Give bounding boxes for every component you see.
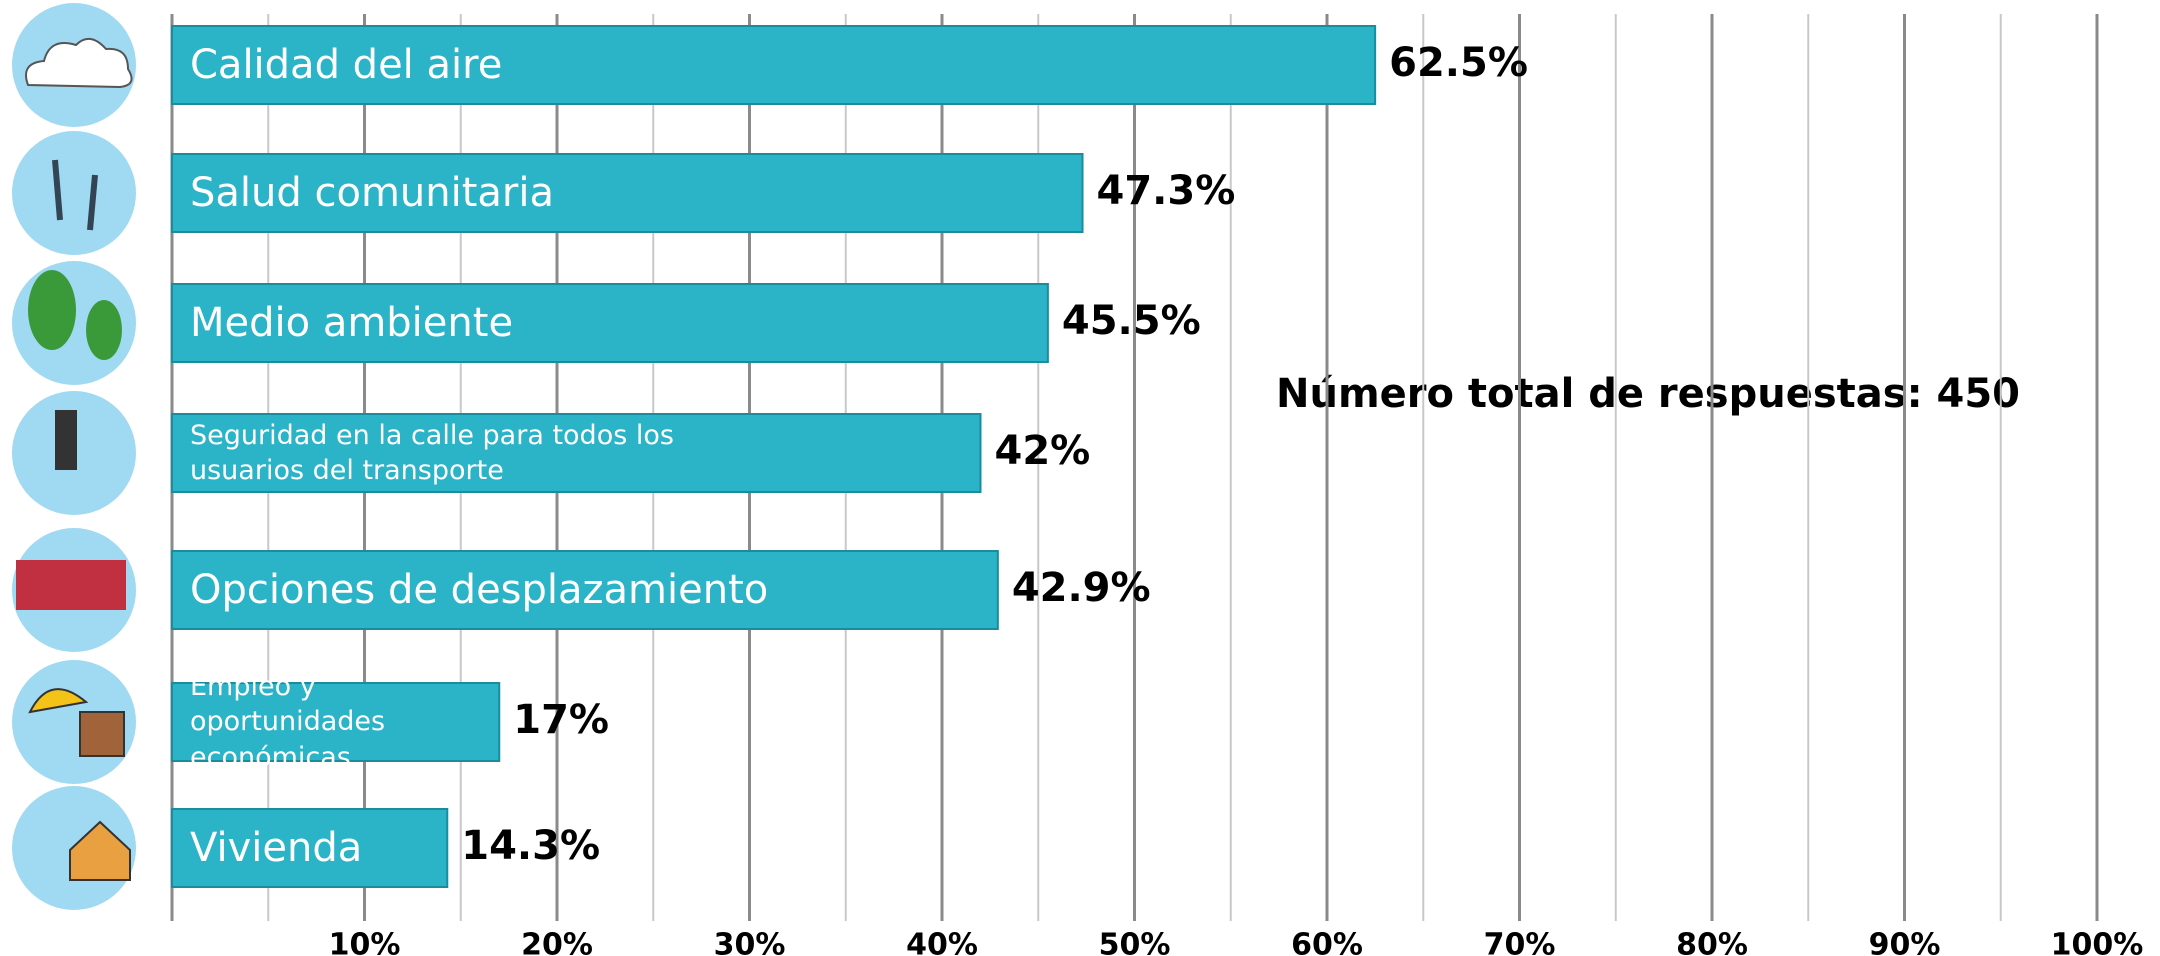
icon-briefcase [80,712,124,756]
annotation: Número total de respuestas: 450 [1276,371,2020,417]
x-tick-label: 40% [906,928,978,956]
x-tick-label: 70% [1484,928,1556,956]
chart-page: Número total de respuestas: 450 10% 20% 30… [0,0,2160,956]
category-label: Salud comunitaria [190,154,1071,232]
value-label: 17% [513,697,609,743]
category-label: Seguridad en la calle para todos los usu… [190,414,790,492]
category-label: Empleo y oportunidades económicas [190,683,487,761]
icon-traffic-light [55,410,77,470]
icon-tree [86,300,122,360]
x-tick-label: 60% [1291,928,1363,956]
icons [12,3,136,910]
category-label: Medio ambiente [190,284,1036,362]
icon-tree [28,270,76,350]
value-label: 14.3% [461,823,600,869]
x-tick-label: 30% [714,928,786,956]
value-label: 45.5% [1062,298,1201,344]
value-label: 42% [995,428,1091,474]
value-label: 42.9% [1012,565,1151,611]
category-label: Calidad del aire [190,26,1363,104]
icon-health [12,131,136,255]
category-label: Vivienda [190,809,435,887]
category-label: Opciones de desplazamiento [190,551,986,629]
x-tick-label: 50% [1099,928,1171,956]
x-tick-label: 10% [329,928,401,956]
value-label: 47.3% [1097,168,1236,214]
icon-bus [16,560,126,610]
x-tick-label: 100% [2051,928,2144,956]
x-tick-label: 80% [1676,928,1748,956]
value-label: 62.5% [1389,40,1528,86]
x-tick-label: 90% [1869,928,1941,956]
x-tick-label: 20% [521,928,593,956]
